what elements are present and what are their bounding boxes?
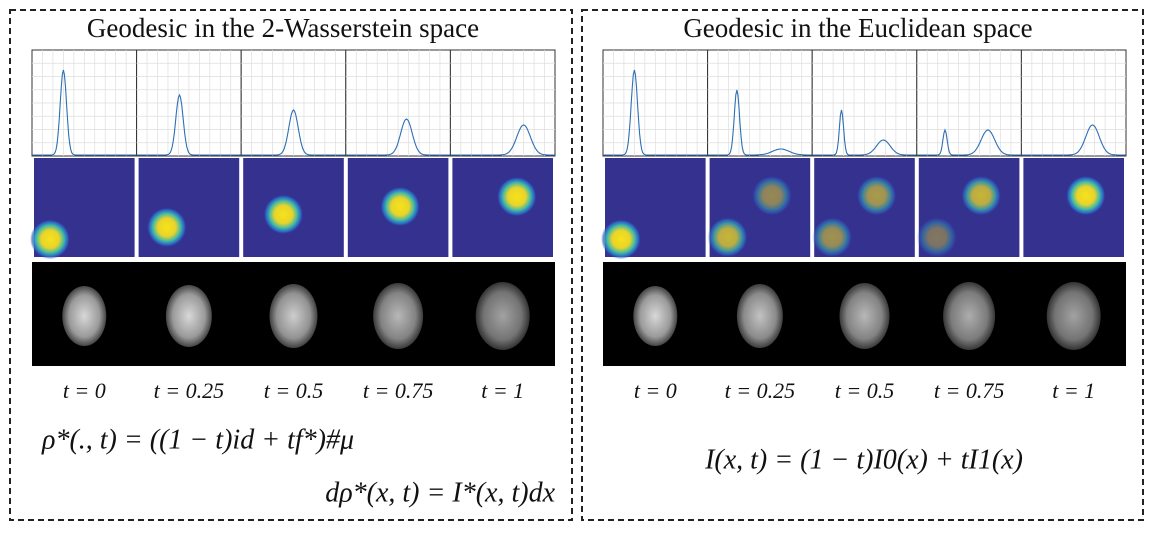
panel-frame bbox=[581, 9, 1144, 521]
density-curve bbox=[345, 118, 451, 156]
density-curve bbox=[32, 69, 137, 156]
face-image bbox=[269, 284, 318, 348]
heat-blob bbox=[146, 207, 187, 248]
heat-blob bbox=[916, 217, 957, 258]
heat-blob bbox=[812, 217, 853, 258]
density-curve bbox=[450, 124, 555, 156]
face-image bbox=[475, 282, 530, 350]
face-image bbox=[633, 286, 678, 346]
heat-blob bbox=[496, 176, 537, 217]
heat-blob bbox=[961, 175, 1002, 216]
time-label: t = 0.25 bbox=[725, 378, 795, 403]
face-image bbox=[736, 284, 783, 348]
heat-blob bbox=[601, 219, 642, 260]
panel-title: Geodesic in the 2-Wasserstein space bbox=[87, 13, 479, 43]
time-label: t = 1 bbox=[1052, 378, 1095, 403]
heat-blob bbox=[751, 175, 792, 216]
density-curve bbox=[603, 69, 708, 156]
time-label: t = 0 bbox=[63, 378, 106, 403]
panel-title: Geodesic in the Euclidean space bbox=[683, 13, 1032, 43]
heat-blob bbox=[380, 186, 421, 227]
time-label: t = 0.75 bbox=[363, 378, 433, 403]
equation: I(x, t) = (1 − t)I0(x) + tI1(x) bbox=[704, 444, 1023, 475]
face-image bbox=[1046, 282, 1101, 350]
heat-blob bbox=[1065, 175, 1106, 216]
heat-blob bbox=[707, 217, 748, 258]
density-curve bbox=[136, 93, 242, 156]
face-image bbox=[165, 285, 212, 347]
face-image bbox=[943, 282, 996, 350]
density-curve bbox=[241, 109, 346, 156]
equation: dρ*(x, t) = I*(x, t)dx bbox=[325, 477, 555, 508]
time-label: t = 0 bbox=[634, 378, 677, 403]
face-image bbox=[373, 283, 424, 349]
time-label: t = 0.75 bbox=[934, 378, 1004, 403]
panel-frame bbox=[9, 9, 573, 521]
heat-blob bbox=[30, 219, 71, 260]
time-label: t = 1 bbox=[481, 378, 524, 403]
time-label: t = 0.25 bbox=[154, 378, 224, 403]
face-image bbox=[62, 286, 107, 346]
time-label: t = 0.5 bbox=[835, 378, 894, 403]
equation: ρ*(., t) = ((1 − t)id + tf*)#μ bbox=[41, 424, 354, 455]
heat-blob bbox=[263, 194, 304, 235]
time-label: t = 0.5 bbox=[264, 378, 323, 403]
density-curve bbox=[1021, 124, 1126, 156]
heat-blob bbox=[856, 175, 897, 216]
density-curve bbox=[707, 89, 813, 156]
density-curve bbox=[916, 128, 1022, 156]
face-image bbox=[839, 283, 890, 349]
density-curve bbox=[812, 109, 917, 156]
